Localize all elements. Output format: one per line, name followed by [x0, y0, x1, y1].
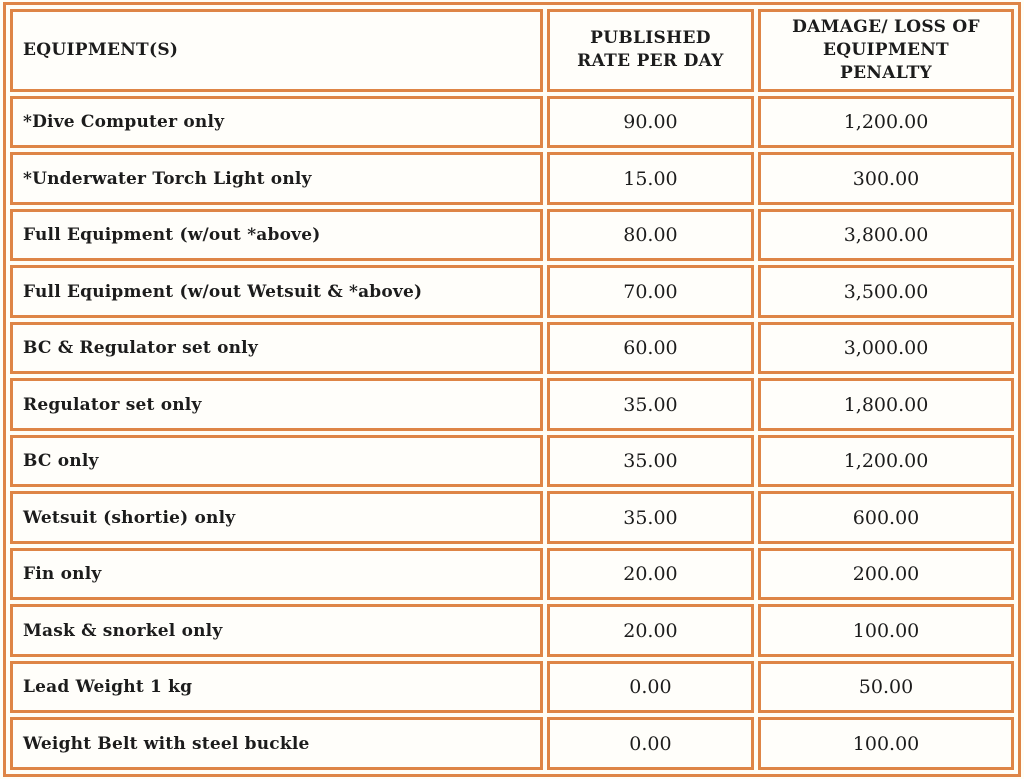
- equipment-name-cell: Regulator set only: [10, 378, 543, 431]
- table-row: Wetsuit (shortie) only 35.00 600.00: [10, 491, 1014, 544]
- equipment-name-cell: *Underwater Torch Light only: [10, 152, 543, 205]
- column-header-equipment: EQUIPMENT(S): [10, 9, 543, 92]
- penalty-cell: 1,200.00: [758, 434, 1014, 488]
- penalty-cell: 300.00: [758, 152, 1014, 205]
- table-row: Mask & snorkel only 20.00 100.00: [10, 604, 1014, 657]
- penalty-cell: 200.00: [758, 547, 1014, 601]
- table-row: Full Equipment (w/out Wetsuit & *above) …: [10, 265, 1014, 318]
- header-row: EQUIPMENT(S) PUBLISHED RATE PER DAY DAMA…: [10, 9, 1014, 92]
- equipment-rates-table: EQUIPMENT(S) PUBLISHED RATE PER DAY DAMA…: [3, 2, 1021, 777]
- table-row: *Dive Computer only 90.00 1,200.00: [10, 95, 1014, 149]
- equipment-name-cell: Full Equipment (w/out *above): [10, 208, 543, 262]
- equipment-name-cell: Weight Belt with steel buckle: [10, 717, 543, 770]
- published-rate-cell: 35.00: [546, 434, 755, 488]
- published-rate-cell: 35.00: [546, 491, 755, 544]
- penalty-cell: 1,800.00: [758, 378, 1014, 431]
- equipment-name-cell: Wetsuit (shortie) only: [10, 491, 543, 544]
- published-rate-cell: 60.00: [546, 321, 755, 375]
- column-header-published-rate: PUBLISHED RATE PER DAY: [546, 9, 755, 92]
- equipment-name-cell: BC only: [10, 434, 543, 488]
- penalty-cell: 50.00: [758, 660, 1014, 714]
- equipment-name-cell: Mask & snorkel only: [10, 604, 543, 657]
- published-rate-cell: 0.00: [546, 660, 755, 714]
- published-rate-cell: 0.00: [546, 717, 755, 770]
- table-row: *Underwater Torch Light only 15.00 300.0…: [10, 152, 1014, 205]
- penalty-cell: 100.00: [758, 717, 1014, 770]
- penalty-cell: 3,800.00: [758, 208, 1014, 262]
- equipment-name-cell: *Dive Computer only: [10, 95, 543, 149]
- equipment-name-cell: Lead Weight 1 kg: [10, 660, 543, 714]
- published-rate-cell: 90.00: [546, 95, 755, 149]
- published-rate-cell: 70.00: [546, 265, 755, 318]
- penalty-cell: 100.00: [758, 604, 1014, 657]
- published-rate-cell: 80.00: [546, 208, 755, 262]
- table-row: BC & Regulator set only 60.00 3,000.00: [10, 321, 1014, 375]
- penalty-cell: 1,200.00: [758, 95, 1014, 149]
- penalty-cell: 3,500.00: [758, 265, 1014, 318]
- equipment-name-cell: Fin only: [10, 547, 543, 601]
- published-rate-cell: 15.00: [546, 152, 755, 205]
- table-row: Weight Belt with steel buckle 0.00 100.0…: [10, 717, 1014, 770]
- penalty-cell: 600.00: [758, 491, 1014, 544]
- published-rate-cell: 35.00: [546, 378, 755, 431]
- penalty-cell: 3,000.00: [758, 321, 1014, 375]
- table-row: Regulator set only 35.00 1,800.00: [10, 378, 1014, 431]
- table-row: BC only 35.00 1,200.00: [10, 434, 1014, 488]
- published-rate-cell: 20.00: [546, 604, 755, 657]
- table-row: Full Equipment (w/out *above) 80.00 3,80…: [10, 208, 1014, 262]
- equipment-name-cell: Full Equipment (w/out Wetsuit & *above): [10, 265, 543, 318]
- published-rate-cell: 20.00: [546, 547, 755, 601]
- column-header-damage-loss-penalty: DAMAGE/ LOSS OF EQUIPMENT PENALTY: [758, 9, 1014, 92]
- table-row: Lead Weight 1 kg 0.00 50.00: [10, 660, 1014, 714]
- table-row: Fin only 20.00 200.00: [10, 547, 1014, 601]
- equipment-name-cell: BC & Regulator set only: [10, 321, 543, 375]
